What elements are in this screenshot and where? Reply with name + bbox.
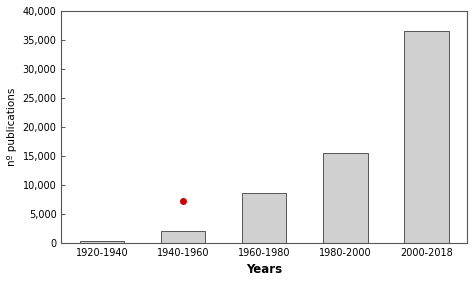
- Y-axis label: nº publications: nº publications: [7, 88, 17, 166]
- Bar: [242, 193, 286, 243]
- Bar: [404, 31, 448, 243]
- Bar: [161, 231, 205, 243]
- Bar: [323, 153, 367, 243]
- Bar: [80, 241, 124, 243]
- X-axis label: Years: Years: [246, 263, 283, 276]
